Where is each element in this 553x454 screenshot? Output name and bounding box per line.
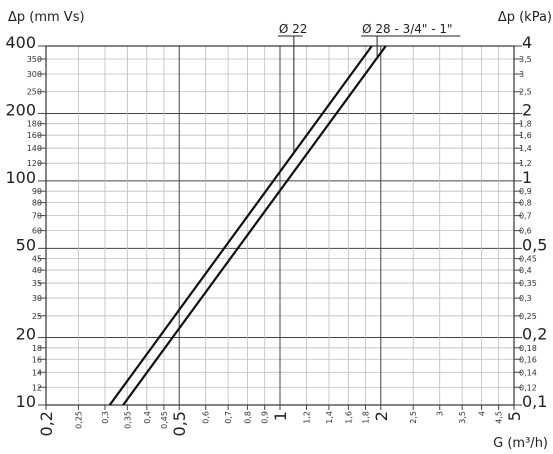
y-tick-label-left: 35: [32, 279, 42, 288]
y-tick-label-left: 30: [32, 294, 42, 303]
y-tick-label-right: 0,12: [519, 383, 537, 392]
y-tick-label-left: 400: [5, 33, 36, 52]
x-tick-label: 0,8: [244, 411, 253, 424]
x-tick-label: 0,45: [160, 411, 169, 429]
y-tick-label-left: 16: [32, 355, 42, 364]
y-tick-label-left: 90: [32, 187, 42, 196]
y-tick-label-left: 25: [32, 312, 42, 321]
x-tick-label: 4: [478, 411, 487, 416]
x-tick-label: 1,6: [344, 411, 353, 424]
y-tick-label-left: 300: [27, 70, 42, 79]
y-tick-label-right: 0,1: [522, 392, 547, 411]
y-tick-label-left: 20: [16, 325, 36, 344]
x-tick-label: 0,4: [143, 411, 152, 424]
y-tick-label-left: 250: [27, 88, 42, 97]
y-tick-label-left: 50: [16, 235, 36, 254]
y-tick-label-right: 1,6: [519, 131, 532, 140]
y-tick-label-left: 18: [32, 344, 42, 353]
y-tick-label-right: 0,4: [519, 266, 532, 275]
series-line-2: [122, 45, 387, 406]
y-tick-label-right: 1: [522, 168, 532, 187]
y-tick-label-right: 0,3: [519, 294, 532, 303]
y-tick-label-right: 0,2: [522, 325, 547, 344]
y-tick-label-right: 1,8: [519, 120, 532, 129]
y-tick-label-left: 12: [32, 383, 42, 392]
y-tick-label-left: 40: [32, 266, 42, 275]
x-tick-label: 0,25: [74, 411, 83, 429]
x-tick-label: 2: [372, 411, 391, 421]
series-label-1: Ø 22: [279, 22, 308, 36]
y-tick-label-right: 2: [522, 100, 532, 119]
y-tick-label-left: 350: [27, 55, 42, 64]
x-tick-label: 0,7: [224, 411, 233, 424]
x-tick-label: 1,8: [361, 411, 370, 424]
series-line-1: [108, 45, 373, 406]
y-tick-label-right: 0,6: [519, 227, 532, 236]
y-tick-label-left: 60: [32, 227, 42, 236]
y-tick-label-right: 0,7: [519, 212, 532, 221]
x-tick-label: 4,5: [495, 411, 504, 424]
y-tick-label-right: 0,35: [519, 279, 537, 288]
y-tick-label-right: 0,16: [519, 355, 537, 364]
y-tick-label-right: 1,4: [519, 144, 532, 153]
y-tick-label-left: 10: [16, 392, 36, 411]
x-tick-label: 0,3: [101, 411, 110, 424]
y-tick-label-left: 140: [27, 144, 42, 153]
x-tick-label: 0,9: [261, 411, 270, 424]
y-tick-label-right: 0,9: [519, 187, 532, 196]
x-tick-label: 3: [436, 411, 445, 416]
x-axis-title: G (m³/h): [493, 436, 548, 451]
y-tick-label-left: 100: [5, 168, 36, 187]
x-tick-label: 0,2: [37, 411, 56, 436]
x-tick-label: 0,6: [202, 411, 211, 424]
y-tick-label-right: 0,45: [519, 255, 537, 264]
x-tick-label: 1: [271, 411, 290, 421]
y-tick-label-left: 160: [27, 131, 42, 140]
y-tick-label-right: 0,25: [519, 312, 537, 321]
x-tick-label: 1,4: [325, 411, 334, 424]
y-tick-label-left: 120: [27, 159, 42, 168]
y-tick-label-right: 2,5: [519, 88, 532, 97]
x-tick-label: 0,5: [170, 411, 189, 436]
y-tick-label-left: 180: [27, 120, 42, 129]
y-tick-label-right: 3: [519, 70, 524, 79]
chart-grid: [45, 45, 515, 406]
x-tick-label: 3,5: [458, 411, 467, 424]
series-label-2: Ø 28 - 3/4" - 1": [362, 22, 452, 36]
y-tick-label-left: 70: [32, 212, 42, 221]
x-tick-label: 0,35: [123, 411, 132, 429]
y-axis-left-title: Δp (mm Vs): [8, 10, 85, 25]
x-tick-label: 5: [505, 411, 524, 421]
y-tick-label-left: 45: [32, 255, 42, 264]
y-tick-label-left: 14: [32, 368, 42, 377]
x-tick-label: 1,2: [303, 411, 312, 424]
y-tick-label-left: 200: [5, 100, 36, 119]
y-tick-label-right: 0,8: [519, 199, 532, 208]
y-tick-label-left: 80: [32, 199, 42, 208]
y-tick-label-right: 0,14: [519, 368, 537, 377]
y-axis-right-title: Δp (kPa): [498, 10, 552, 25]
y-tick-label-right: 3,5: [519, 55, 532, 64]
y-tick-label-right: 1,2: [519, 159, 532, 168]
y-tick-label-right: 0,5: [522, 235, 547, 254]
x-tick-label: 2,5: [409, 411, 418, 424]
y-tick-label-right: 0,18: [519, 344, 537, 353]
y-tick-label-right: 4: [522, 33, 532, 52]
chart-series: Ø 22 Ø 28 - 3/4" - 1": [108, 22, 461, 406]
